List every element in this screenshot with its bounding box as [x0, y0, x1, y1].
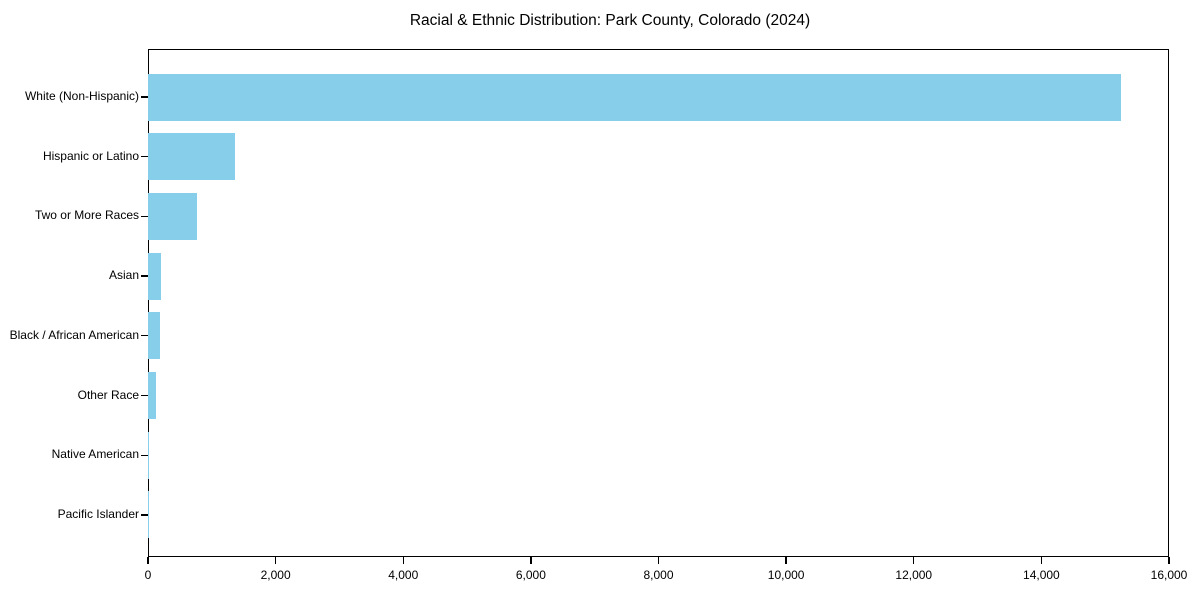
x-tick — [1168, 557, 1170, 564]
x-tick-label: 14,000 — [1023, 568, 1060, 582]
x-tick-label: 12,000 — [895, 568, 933, 582]
x-tick — [913, 557, 915, 564]
y-tick — [141, 96, 148, 98]
x-tick — [530, 557, 532, 564]
y-tick — [141, 514, 148, 516]
bar-hispanic-or-latino — [148, 133, 236, 181]
bar-black-african-american — [148, 312, 160, 360]
y-tick-label-pacific-islander: Pacific Islander — [57, 506, 139, 521]
x-tick — [657, 557, 660, 564]
x-tick-label: 0 — [144, 568, 152, 582]
x-tick-label: 8,000 — [643, 568, 674, 582]
bar-other-race — [148, 372, 157, 420]
y-tick-label-native-american: Native American — [51, 447, 139, 462]
y-tick — [141, 454, 148, 456]
x-tick — [402, 557, 404, 564]
x-tick — [1040, 557, 1043, 564]
y-tick — [141, 394, 148, 397]
y-tick-label-black-african-american: Black / African American — [9, 327, 139, 342]
y-tick-label-asian: Asian — [108, 268, 139, 283]
x-tick-label: 2,000 — [260, 568, 291, 582]
y-tick-label-other-race: Other Race — [77, 387, 139, 402]
x-tick — [785, 557, 787, 564]
y-tick — [141, 156, 148, 158]
y-tick — [141, 275, 148, 277]
chart-title: Racial & Ethnic Distribution: Park Count… — [409, 12, 811, 29]
y-tick — [141, 335, 148, 337]
x-tick-label: 16,000 — [1150, 568, 1188, 582]
x-tick-label: 10,000 — [767, 568, 805, 582]
x-tick — [147, 557, 149, 564]
y-tick-label-two-or-more-races: Two or More Races — [34, 208, 139, 223]
bar-asian — [148, 252, 162, 300]
y-tick — [141, 215, 148, 218]
y-tick-label-white-non-hispanic: White (Non-Hispanic) — [24, 89, 139, 103]
x-tick — [274, 557, 277, 564]
y-tick-label-hispanic-or-latino: Hispanic or Latino — [42, 148, 139, 163]
bar-native-american — [148, 431, 150, 479]
bar-white-non-hispanic — [148, 73, 1122, 121]
x-tick-label: 4,000 — [388, 568, 419, 582]
bar-two-or-more-races — [148, 192, 198, 240]
plot-area — [148, 49, 1169, 557]
x-tick-label: 6,000 — [515, 568, 546, 582]
